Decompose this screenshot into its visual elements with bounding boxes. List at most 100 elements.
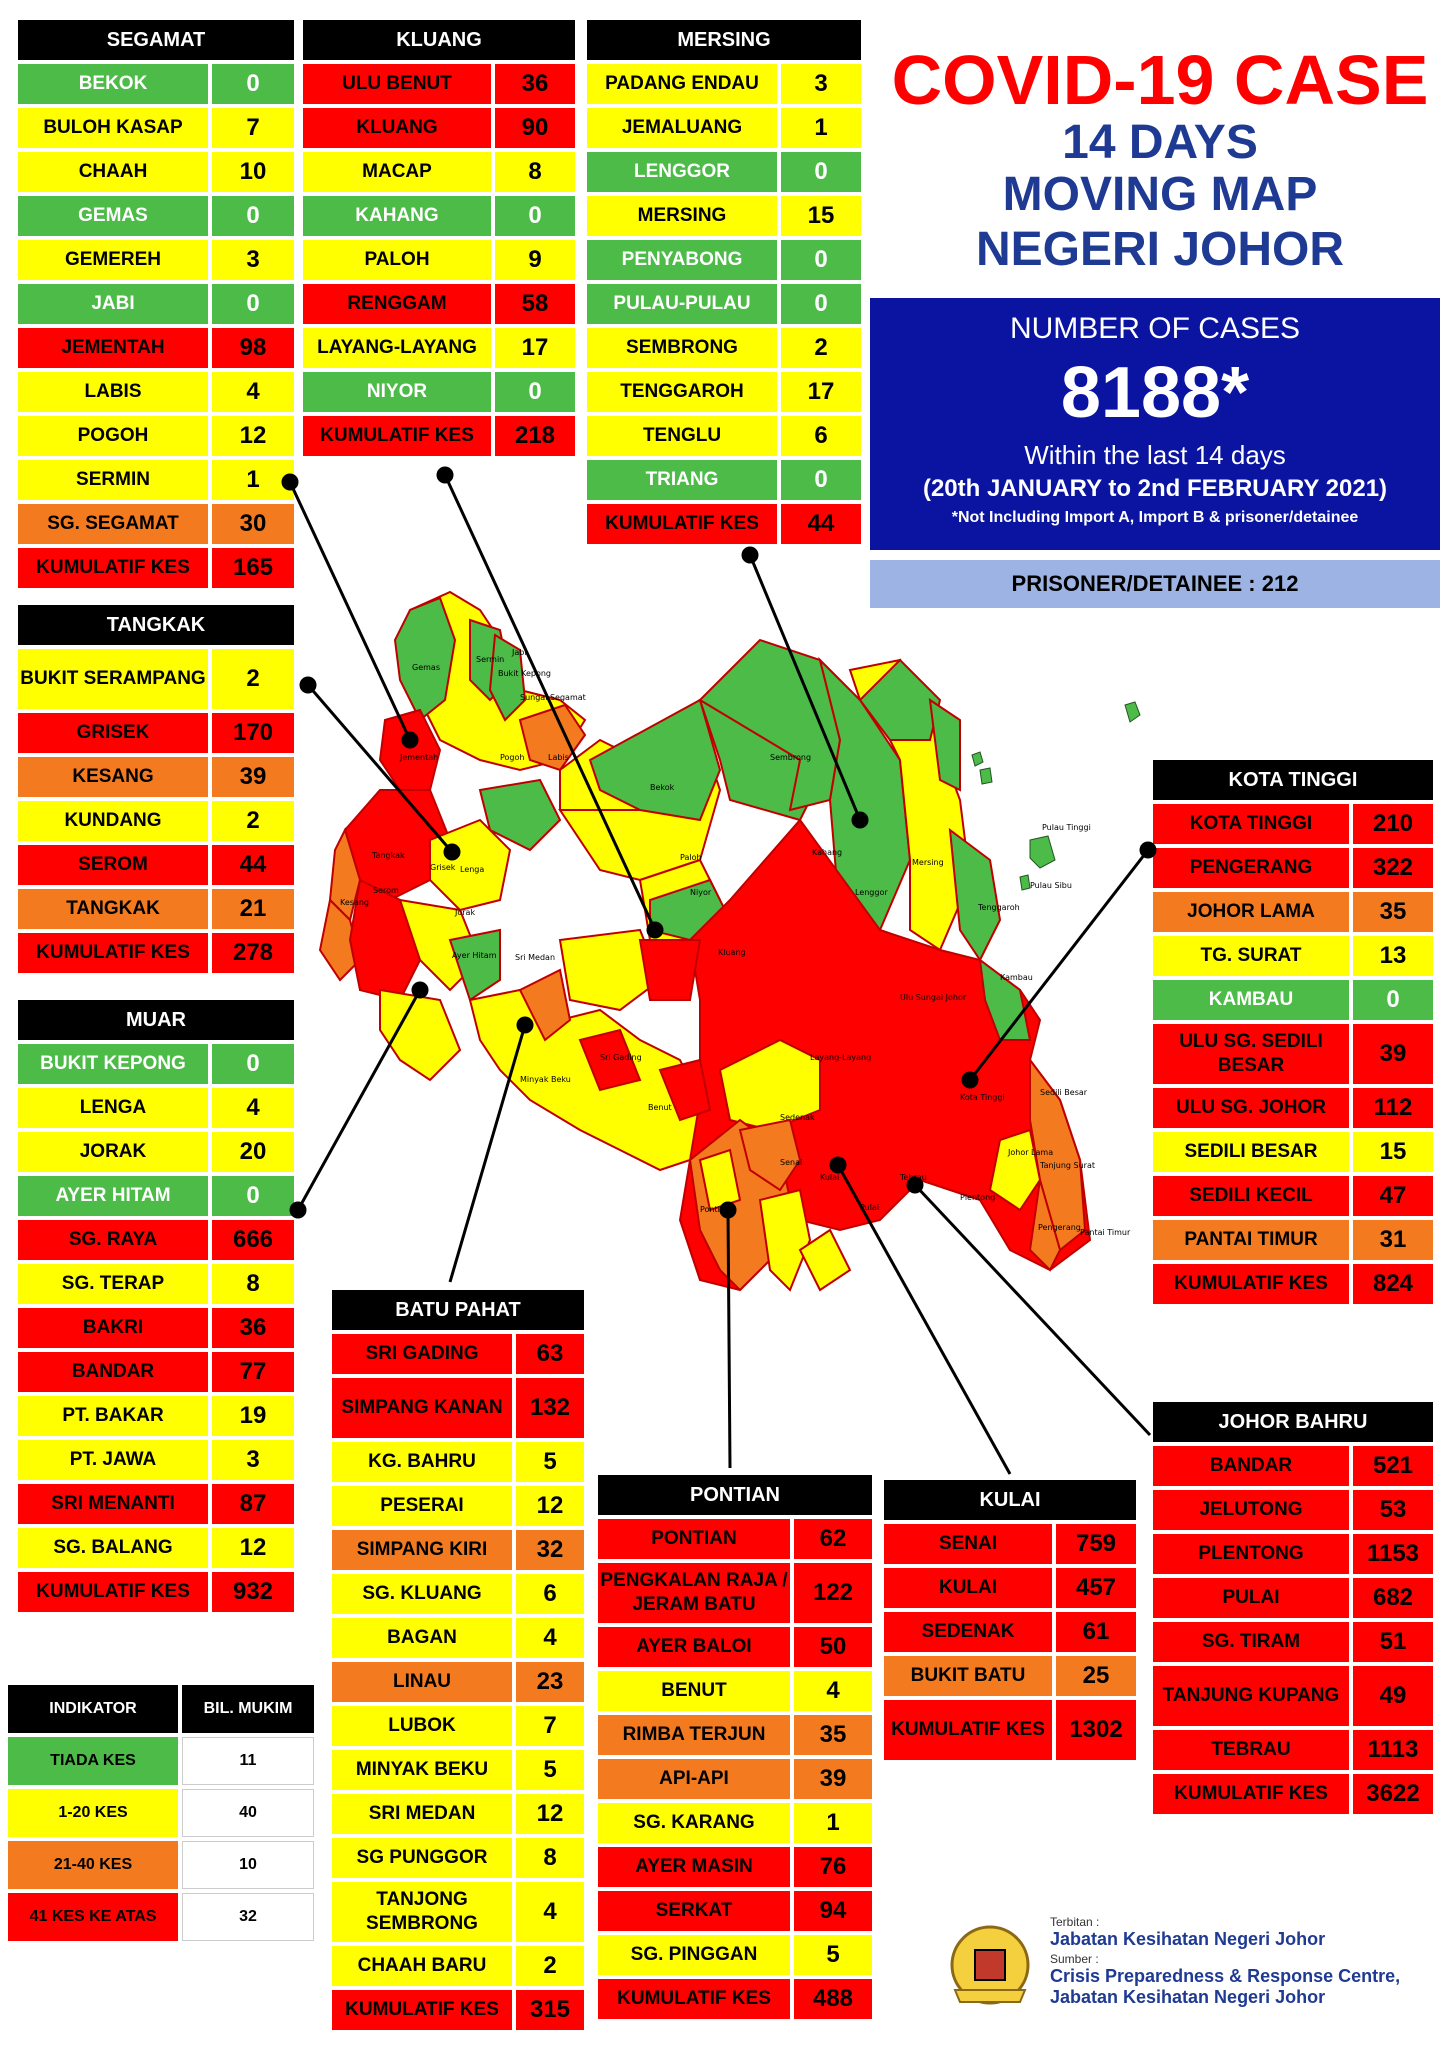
map-place-label: Lenggor bbox=[855, 888, 888, 897]
case-count: 112 bbox=[1353, 1088, 1433, 1128]
case-count: 0 bbox=[212, 64, 294, 104]
mukim-row: KESANG 39 bbox=[18, 757, 294, 797]
map-region bbox=[578, 1028, 642, 1092]
legend-header: INDIKATOR BIL. MUKIM bbox=[8, 1685, 314, 1733]
map-place-label: Mersing bbox=[912, 858, 944, 867]
mukim-row: KG. BAHRU 5 bbox=[332, 1442, 584, 1482]
case-count: 90 bbox=[495, 108, 575, 148]
map-place-label: Sedili Besar bbox=[1040, 1088, 1088, 1097]
mukim-row: MACAP 8 bbox=[303, 152, 575, 192]
map-region bbox=[478, 778, 562, 852]
map-place-label: Benut bbox=[648, 1103, 672, 1112]
leader-muar bbox=[296, 989, 422, 1211]
mukim-name: SG. KARANG bbox=[598, 1803, 790, 1843]
case-count: 315 bbox=[516, 1990, 584, 2030]
mukim-name: KUMULATIF KES bbox=[884, 1700, 1052, 1760]
case-count: 13 bbox=[1353, 936, 1433, 976]
map-region bbox=[738, 1118, 802, 1192]
mukim-name: TG. SURAT bbox=[1153, 936, 1349, 976]
leader-dot bbox=[1139, 841, 1157, 859]
mukim-row: SRI MEDAN 12 bbox=[332, 1794, 584, 1834]
mukim-name: RENGGAM bbox=[303, 284, 491, 324]
mukim-name: PULAI bbox=[1153, 1578, 1349, 1618]
case-count: 6 bbox=[516, 1574, 584, 1614]
case-count: 15 bbox=[781, 196, 861, 236]
mukim-row: PULAU-PULAU 0 bbox=[587, 284, 861, 324]
district-johor-bahru: JOHOR BAHRU BANDAR 521 JELUTONG 53 PLENTONG 11… bbox=[1153, 1402, 1433, 1818]
case-count: 3 bbox=[781, 64, 861, 104]
case-count: 165 bbox=[212, 548, 294, 588]
case-count: 5 bbox=[516, 1442, 584, 1482]
map-region bbox=[518, 968, 572, 1042]
mukim-name: BULOH KASAP bbox=[18, 108, 208, 148]
case-count: 17 bbox=[781, 372, 861, 412]
district-title: KLUANG bbox=[303, 20, 575, 60]
mukim-name: SERMIN bbox=[18, 460, 208, 500]
mukim-name: TEBRAU bbox=[1153, 1730, 1349, 1770]
case-count: 5 bbox=[794, 1935, 872, 1975]
map-island bbox=[1029, 835, 1056, 869]
case-count: 36 bbox=[495, 64, 575, 104]
district-total-row: KUMULATIF KES 932 bbox=[18, 1572, 294, 1612]
map-place-label: Sri Medan bbox=[515, 953, 555, 962]
case-count: 12 bbox=[212, 1528, 294, 1568]
mukim-name: PENGERANG bbox=[1153, 848, 1349, 888]
mukim-name: SG. KLUANG bbox=[332, 1574, 512, 1614]
map-place-label: Serom bbox=[373, 886, 399, 895]
case-count: 4 bbox=[212, 372, 294, 412]
case-count: 218 bbox=[495, 416, 575, 456]
leader-kluang bbox=[443, 474, 657, 931]
map-island bbox=[1019, 874, 1031, 891]
map-place-label: Pengerang bbox=[1038, 1223, 1081, 1232]
mukim-row: SG PUNGGOR 8 bbox=[332, 1838, 584, 1878]
case-count: 4 bbox=[516, 1882, 584, 1942]
leader-pontian bbox=[726, 1209, 732, 1469]
mukim-name: SIMPANG KANAN bbox=[332, 1378, 512, 1438]
mukim-name: SG. RAYA bbox=[18, 1220, 208, 1260]
map-region bbox=[698, 1148, 742, 1212]
mukim-row: PT. BAKAR 19 bbox=[18, 1396, 294, 1436]
case-count: 457 bbox=[1056, 1568, 1136, 1608]
leader-segamat bbox=[288, 481, 412, 741]
mukim-row: GRISEK 170 bbox=[18, 713, 294, 753]
case-count: 23 bbox=[516, 1662, 584, 1702]
mukim-name: NIYOR bbox=[303, 372, 491, 412]
mukim-row: JABI 0 bbox=[18, 284, 294, 324]
summary-count: 8188* bbox=[1060, 353, 1250, 433]
legend-row: TIADA KES 11 bbox=[8, 1737, 314, 1785]
case-count: 1 bbox=[212, 460, 294, 500]
mukim-name: SRI GADING bbox=[332, 1334, 512, 1374]
case-count: 0 bbox=[212, 196, 294, 236]
prisoner-count: PRISONER/DETAINEE : 212 bbox=[870, 560, 1440, 608]
legend-label: 21-40 KES bbox=[8, 1841, 178, 1889]
case-count: 7 bbox=[516, 1706, 584, 1746]
map-place-label: Lenga bbox=[460, 865, 484, 874]
mukim-name: LENGA bbox=[18, 1088, 208, 1128]
leader-dot bbox=[516, 1016, 534, 1034]
case-count: 4 bbox=[794, 1671, 872, 1711]
mukim-name: KUMULATIF KES bbox=[1153, 1774, 1349, 1814]
case-count: 50 bbox=[794, 1627, 872, 1667]
leader-dot bbox=[299, 676, 317, 694]
mukim-name: PONTIAN bbox=[598, 1519, 790, 1559]
case-count: 35 bbox=[794, 1715, 872, 1755]
case-count: 61 bbox=[1056, 1612, 1136, 1652]
map-region bbox=[379, 988, 462, 1082]
mukim-name: JEMALUANG bbox=[587, 108, 777, 148]
mukim-name: SENAI bbox=[884, 1524, 1052, 1564]
case-count: 2 bbox=[212, 801, 294, 841]
leader-dot bbox=[906, 1176, 924, 1194]
case-count: 39 bbox=[212, 757, 294, 797]
mukim-row: PLENTONG 1153 bbox=[1153, 1534, 1433, 1574]
mukim-row: LAYANG-LAYANG 17 bbox=[303, 328, 575, 368]
map-region bbox=[798, 1228, 852, 1292]
case-count: 53 bbox=[1353, 1490, 1433, 1530]
mukim-name: BAGAN bbox=[332, 1618, 512, 1658]
headline-line4: NEGERI JOHOR bbox=[975, 223, 1345, 276]
mukim-name: TRIANG bbox=[587, 460, 777, 500]
mukim-row: SG. KARANG 1 bbox=[598, 1803, 872, 1843]
map-region bbox=[558, 928, 662, 1012]
legend-col-mukim: BIL. MUKIM bbox=[182, 1685, 314, 1733]
mukim-name: BENUT bbox=[598, 1671, 790, 1711]
